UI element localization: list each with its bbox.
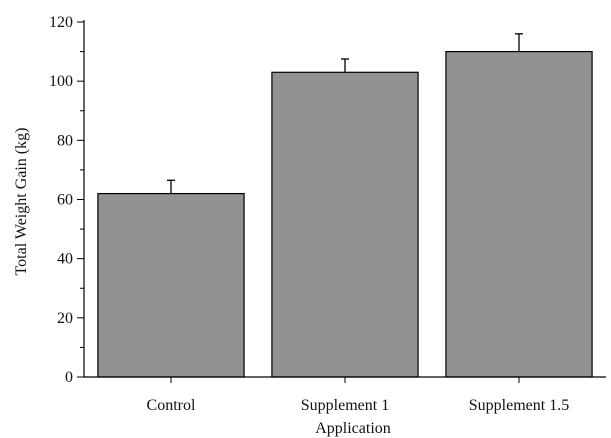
bar — [271, 71, 419, 378]
y-tick-label: 80 — [57, 132, 73, 149]
x-tick-label: Control — [147, 397, 196, 414]
x-axis-title: Application — [315, 420, 391, 437]
bars — [97, 50, 593, 378]
y-tick-label: 20 — [57, 310, 73, 327]
y-axis-ticks: 0 20 40 60 80 100 120 — [49, 14, 84, 386]
error-bars — [167, 33, 523, 194]
y-tick-label: 40 — [57, 251, 73, 268]
x-tick-label: Supplement 1 — [301, 397, 389, 414]
x-tick-label: Supplement 1.5 — [469, 397, 569, 414]
bar — [445, 50, 593, 378]
y-axis-title: Total Weight Gain (kg) — [13, 128, 30, 276]
y-tick-label: 0 — [65, 369, 73, 386]
bar — [97, 192, 245, 378]
y-tick-label: 100 — [49, 73, 73, 90]
y-tick-label: 120 — [49, 14, 73, 31]
x-axis-ticks: Control Supplement 1 Supplement 1.5 — [147, 377, 569, 414]
y-tick-label: 60 — [57, 192, 73, 209]
